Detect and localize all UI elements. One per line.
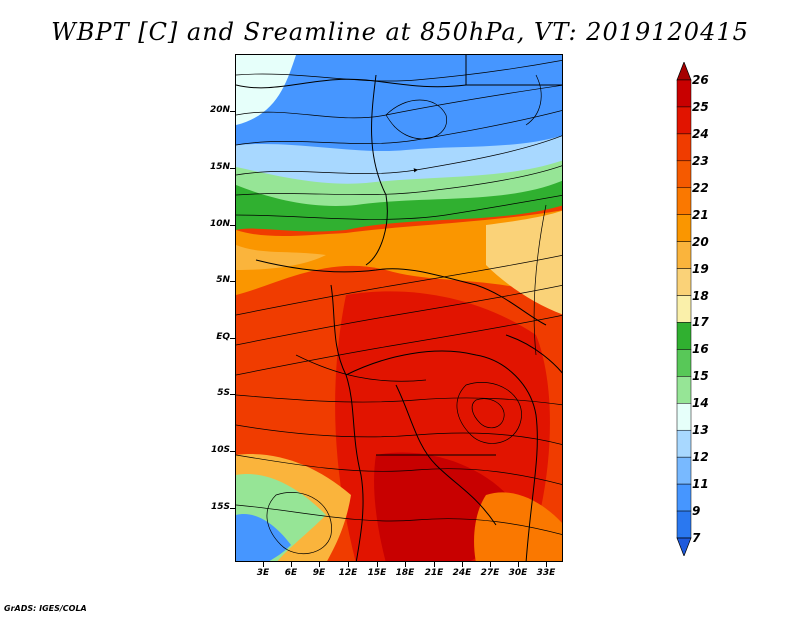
color-bar-label: 19 bbox=[692, 261, 709, 276]
color-bar-segment bbox=[676, 376, 692, 404]
lon-label: 6E bbox=[284, 568, 298, 578]
color-bar-segment bbox=[676, 268, 692, 296]
color-bar-segment bbox=[676, 214, 692, 242]
lon-tick bbox=[462, 562, 463, 567]
field-band bbox=[236, 55, 562, 152]
color-bar bbox=[676, 62, 692, 556]
lon-label: 21E bbox=[424, 568, 444, 578]
lon-tick bbox=[546, 562, 547, 567]
color-bar-label: 7 bbox=[692, 531, 701, 545]
field-band bbox=[474, 492, 562, 561]
color-bar-segment bbox=[676, 160, 692, 189]
lat-tick bbox=[230, 281, 235, 282]
lat-label: 5S bbox=[217, 388, 230, 398]
lat-tick bbox=[230, 225, 235, 226]
field-band bbox=[236, 514, 291, 561]
lat-label: 10S bbox=[210, 445, 230, 455]
border-line bbox=[345, 350, 538, 561]
lon-label: 15E bbox=[367, 568, 387, 578]
lon-label: 3E bbox=[256, 568, 270, 578]
color-bar-label: 23 bbox=[692, 153, 709, 168]
color-bar-label: 26 bbox=[692, 73, 709, 87]
color-bar-segment bbox=[676, 483, 692, 512]
lon-tick bbox=[319, 562, 320, 567]
border-line bbox=[365, 74, 388, 266]
footer-credit: GrADS: IGES/COLA bbox=[4, 604, 87, 613]
lat-tick bbox=[230, 111, 235, 112]
color-bar-label: 11 bbox=[692, 477, 709, 492]
border-line bbox=[330, 284, 364, 561]
lon-label: 12E bbox=[338, 568, 358, 578]
map-canvas bbox=[236, 55, 562, 561]
color-bar-segment bbox=[676, 133, 692, 162]
color-bar-segment bbox=[676, 295, 692, 323]
color-bar-label: 21 bbox=[692, 207, 709, 222]
lat-tick bbox=[230, 338, 235, 339]
lat-label: 5N bbox=[216, 275, 230, 285]
color-bar-label: 20 bbox=[692, 234, 709, 249]
lon-tick bbox=[263, 562, 264, 567]
color-bar-segment bbox=[676, 187, 692, 215]
color-bar-label: 18 bbox=[692, 288, 709, 303]
lat-tick bbox=[230, 508, 235, 509]
lon-tick bbox=[490, 562, 491, 567]
color-bar-segment bbox=[676, 79, 692, 108]
border-line bbox=[465, 55, 562, 86]
color-bar-label: 9 bbox=[692, 504, 701, 519]
lat-label: 10N bbox=[209, 219, 230, 229]
border-line bbox=[236, 78, 467, 89]
lon-label: 33E bbox=[536, 568, 556, 578]
color-bar-segment bbox=[676, 429, 692, 458]
color-bar-segment bbox=[676, 322, 692, 350]
lon-tick bbox=[405, 562, 406, 567]
lon-label: 27E bbox=[480, 568, 500, 578]
lon-tick bbox=[377, 562, 378, 567]
color-bar-segment bbox=[676, 349, 692, 377]
border-line bbox=[255, 259, 547, 326]
color-bar-label: 25 bbox=[692, 99, 709, 114]
lat-label: 15S bbox=[210, 502, 230, 512]
color-bar-label: 22 bbox=[692, 180, 709, 195]
lon-tick bbox=[348, 562, 349, 567]
lat-label: 15N bbox=[209, 162, 230, 172]
lon-tick bbox=[434, 562, 435, 567]
color-bar-top-arrow bbox=[676, 62, 692, 81]
lat-tick bbox=[230, 168, 235, 169]
color-bar-label: 16 bbox=[692, 342, 709, 357]
field-band bbox=[236, 245, 326, 270]
border-line bbox=[395, 384, 497, 526]
map-panel bbox=[235, 54, 563, 562]
lon-tick bbox=[291, 562, 292, 567]
lat-label: EQ bbox=[216, 332, 230, 342]
color-bar-label: 12 bbox=[692, 450, 709, 465]
color-bar-segment bbox=[676, 456, 692, 485]
color-bar-segment bbox=[676, 510, 692, 539]
border-line bbox=[505, 334, 562, 374]
color-bar-label: 13 bbox=[692, 423, 709, 438]
color-bar-label: 15 bbox=[692, 369, 709, 384]
lat-tick bbox=[230, 451, 235, 452]
lon-label: 24E bbox=[452, 568, 472, 578]
color-bar-label: 17 bbox=[692, 315, 709, 330]
color-bar-bottom-arrow bbox=[676, 537, 692, 556]
color-bar-segment bbox=[676, 241, 692, 269]
color-bar-segment bbox=[676, 106, 692, 135]
lon-label: 30E bbox=[508, 568, 528, 578]
lon-label: 18E bbox=[395, 568, 415, 578]
field-band bbox=[236, 55, 296, 125]
lat-tick bbox=[230, 394, 235, 395]
color-bar-label: 24 bbox=[692, 126, 709, 141]
lon-tick bbox=[518, 562, 519, 567]
color-bar-label: 14 bbox=[692, 396, 709, 411]
streamlines bbox=[236, 60, 562, 554]
lat-label: 20N bbox=[209, 105, 230, 115]
map-title: WBPT [C] and Sreamline at 850hPa, VT: 20… bbox=[51, 18, 749, 46]
field-band bbox=[236, 210, 562, 300]
lon-label: 9E bbox=[312, 568, 326, 578]
color-bar-segment bbox=[676, 403, 692, 431]
